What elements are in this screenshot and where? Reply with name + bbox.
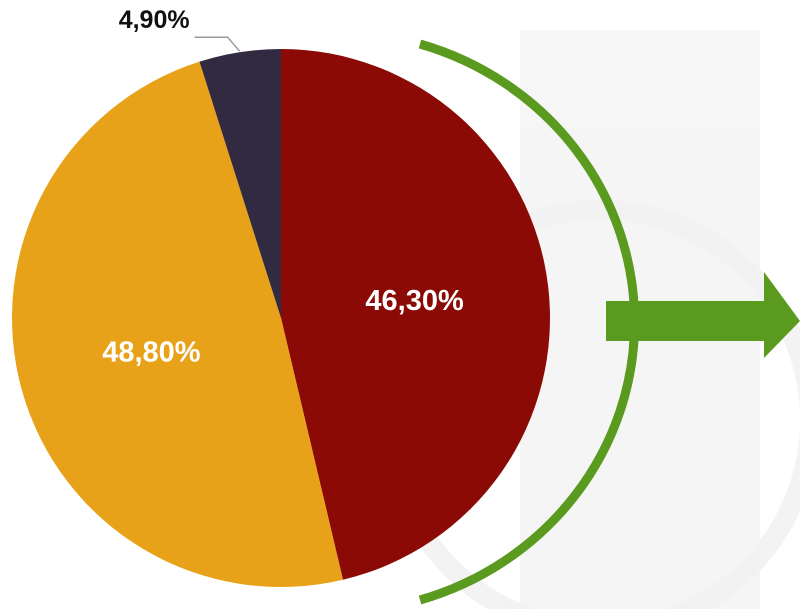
pie-slice (281, 49, 550, 580)
slice-label: 4,90% (119, 6, 190, 34)
leader-line (194, 36, 241, 52)
pie-slice (199, 49, 281, 318)
pie-slice (11, 61, 343, 587)
slice-label: 48,80% (102, 337, 201, 369)
pie: 46,30% 48,80% 4,90% (11, 6, 550, 587)
slice-label: 46,30% (365, 285, 464, 317)
arrow-head (764, 272, 800, 358)
arrow-shaft (606, 301, 768, 341)
